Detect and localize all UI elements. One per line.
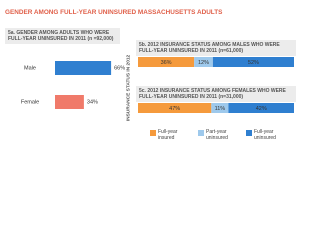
value-label: 47% bbox=[169, 106, 180, 112]
bar bbox=[55, 61, 112, 75]
legend-label: Full-year insured bbox=[158, 129, 178, 141]
bar-segment bbox=[228, 103, 294, 113]
legend-label: Full-year uninsured bbox=[254, 129, 276, 141]
legend-swatch bbox=[246, 130, 252, 136]
legend-swatch bbox=[198, 130, 204, 136]
value-label: 12% bbox=[198, 60, 209, 66]
panel-title: 5c. 2012 INSURANCE STATUS AMONG FEMALES … bbox=[136, 86, 296, 102]
value-label: 52% bbox=[248, 60, 259, 66]
page: GENDER AMONG FULL-YEAR UNINSURED MASSACH… bbox=[5, 9, 296, 141]
bar-segment bbox=[212, 57, 294, 67]
chart: INSURANCE STATUS IN 2012 Male 66% Female 34%… bbox=[21, 54, 294, 136]
value-label: 42% bbox=[256, 106, 267, 112]
side-label: INSURANCE STATUS IN 2012 bbox=[125, 54, 131, 121]
panel-title: 5b. 2012 INSURANCE STATUS AMONG MALES WH… bbox=[136, 40, 296, 56]
bar-segment bbox=[211, 103, 229, 113]
bar bbox=[55, 95, 84, 109]
category-label: Male bbox=[24, 65, 36, 71]
bar-segment bbox=[138, 103, 212, 113]
category-label: Female bbox=[21, 99, 39, 105]
value-label: 11% bbox=[215, 106, 226, 112]
value-label: 36% bbox=[161, 60, 172, 66]
panel-title: 5a. GENDER AMONG ADULTS WHO WERE FULL-YE… bbox=[5, 28, 120, 44]
page-title: GENDER AMONG FULL-YEAR UNINSURED MASSACH… bbox=[5, 9, 223, 16]
value-label: 34% bbox=[87, 99, 98, 105]
legend-swatch bbox=[150, 130, 156, 136]
bar-segment bbox=[138, 57, 195, 67]
legend-label: Part-year uninsured bbox=[206, 129, 228, 141]
value-label: 66% bbox=[114, 65, 125, 71]
bar-segment bbox=[194, 57, 213, 67]
